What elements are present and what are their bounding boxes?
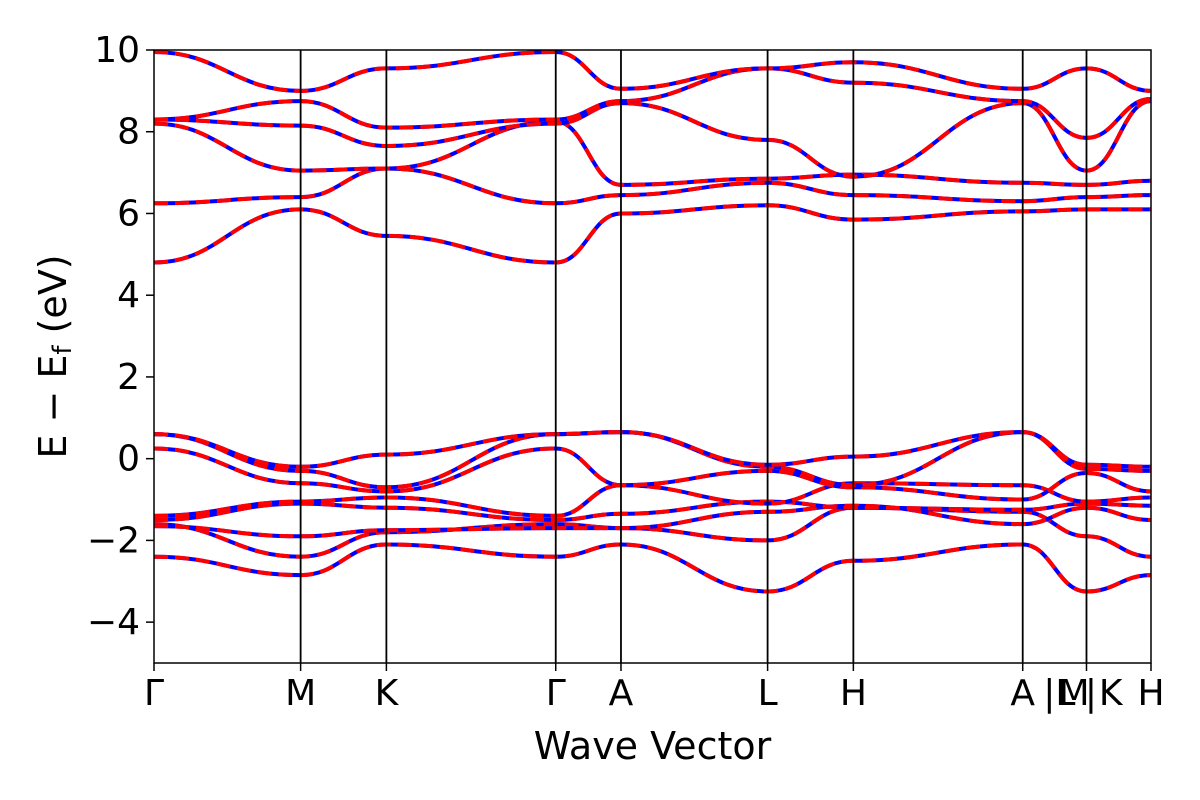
- x-tick-label: |: [1085, 673, 1097, 714]
- band-line-red: [154, 119, 1151, 187]
- y-axis-label-unit: (eV): [31, 254, 75, 345]
- band-v8: [154, 430, 1151, 469]
- y-tick-label: −4: [87, 602, 140, 643]
- kpoint-lines: [299, 50, 1088, 663]
- bands-layer: [154, 50, 1151, 594]
- band-v6: [154, 446, 1151, 502]
- band-line-blue: [154, 119, 1151, 187]
- band-c4: [154, 99, 1151, 179]
- x-tick-label: K: [1099, 673, 1124, 714]
- band-line-red: [154, 430, 1151, 469]
- x-tick-label: H: [840, 673, 867, 714]
- band-line-red: [154, 481, 1151, 518]
- band-line-red: [154, 430, 1151, 490]
- plot-frame: [153, 49, 1152, 664]
- band-v1: [154, 542, 1151, 594]
- band-v7: [154, 430, 1151, 490]
- band-line-red: [154, 99, 1151, 179]
- y-axis: −4 −2 0 2 4 6 8 10: [87, 30, 154, 643]
- band-line-blue: [154, 446, 1151, 502]
- band-line-red: [154, 203, 1151, 265]
- band-c3: [154, 119, 1151, 187]
- x-tick-label: K: [375, 673, 400, 714]
- y-tick-label: 10: [94, 30, 140, 71]
- x-axis: Γ M K Γ A L H A |LM| K H: [144, 663, 1165, 714]
- band-line-red: [154, 446, 1151, 502]
- y-axis-label: E − Ef (eV): [31, 254, 78, 458]
- band-line-blue: [154, 50, 1151, 93]
- band-line-blue: [154, 542, 1151, 594]
- band-line-blue: [154, 430, 1151, 490]
- x-tick-label: L: [758, 673, 778, 714]
- band-line-red: [154, 66, 1151, 140]
- x-tick-label: A: [1010, 673, 1035, 714]
- band-line-blue: [154, 99, 1151, 179]
- band-line-red: [154, 505, 1151, 559]
- x-tick-label: Γ: [144, 673, 164, 714]
- y-tick-label: 2: [117, 357, 140, 398]
- band-line-red: [154, 50, 1151, 93]
- x-tick-label: |L: [1043, 673, 1075, 714]
- y-tick-label: −2: [87, 520, 140, 561]
- band-line-red: [154, 166, 1151, 206]
- y-tick-label: 0: [117, 439, 140, 480]
- y-axis-label-main: E − E: [31, 355, 75, 459]
- y-axis-label-sub: f: [48, 345, 78, 355]
- band-line-red: [154, 542, 1151, 594]
- x-tick-label: Γ: [546, 673, 566, 714]
- x-axis-label: Wave Vector: [534, 724, 772, 768]
- y-tick-label: 4: [117, 275, 140, 316]
- x-tick-label: M: [285, 673, 316, 714]
- y-tick-label: 6: [117, 193, 140, 234]
- x-tick-label: M: [1058, 673, 1089, 714]
- band-line-blue: [154, 430, 1151, 469]
- x-tick-label: H: [1137, 673, 1164, 714]
- x-tick-label: A: [609, 673, 634, 714]
- band-c1: [154, 203, 1151, 265]
- y-tick-label: 8: [117, 112, 140, 153]
- band-c6: [154, 50, 1151, 93]
- band-v4: [154, 499, 1151, 523]
